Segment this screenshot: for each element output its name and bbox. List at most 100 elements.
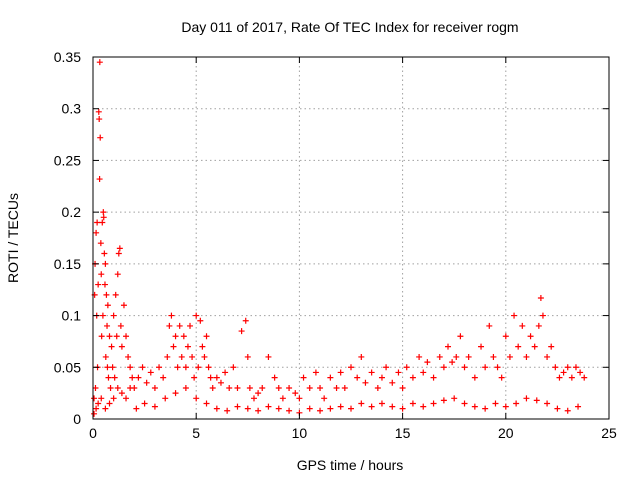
- data-point: [230, 364, 237, 371]
- data-point: [193, 312, 200, 319]
- data-point: [300, 374, 307, 381]
- data-point: [502, 403, 509, 410]
- data-point: [101, 250, 108, 257]
- data-point: [513, 400, 520, 407]
- data-point: [451, 395, 458, 402]
- data-point: [348, 405, 354, 412]
- data-point: [572, 364, 579, 371]
- data-point: [368, 369, 375, 376]
- data-point: [519, 322, 526, 329]
- data-point: [109, 364, 116, 371]
- data-point: [98, 395, 105, 402]
- data-point: [581, 374, 588, 381]
- data-point: [93, 405, 100, 412]
- data-point: [96, 176, 103, 183]
- data-point: [226, 384, 233, 391]
- data-point: [564, 407, 571, 414]
- y-tick-label: 0.35: [54, 49, 81, 65]
- chart-title: Day 011 of 2017, Rate Of TEC Index for r…: [181, 19, 518, 35]
- data-point: [317, 407, 324, 414]
- data-point: [430, 374, 437, 381]
- data-point: [110, 395, 117, 402]
- data-point: [523, 353, 530, 360]
- data-point: [354, 374, 361, 381]
- data-point: [399, 405, 406, 412]
- data-point: [118, 390, 125, 397]
- data-point: [178, 353, 185, 360]
- y-tick-label: 0: [73, 411, 81, 427]
- data-point: [143, 379, 150, 386]
- data-point: [199, 343, 206, 350]
- axis-ticks: 0 5 10 15 20 25 0 0.05 0.1 0.15 0.2 0.25 0.3 0.35: [54, 49, 617, 441]
- data-point: [564, 364, 571, 371]
- data-point: [374, 384, 381, 391]
- data-point: [242, 317, 249, 324]
- data-point: [327, 374, 334, 381]
- data-point: [99, 312, 106, 319]
- data-point: [101, 281, 108, 288]
- data-point: [217, 379, 224, 386]
- x-tick-label: 0: [89, 425, 97, 441]
- data-point: [527, 333, 534, 340]
- data-point: [91, 410, 98, 417]
- x-tick-label: 10: [292, 425, 308, 441]
- data-point: [182, 364, 189, 371]
- data-point: [440, 364, 447, 371]
- data-point: [409, 374, 416, 381]
- data-point: [420, 403, 427, 410]
- data-point: [306, 405, 313, 412]
- data-point: [123, 395, 130, 402]
- data-point: [114, 384, 121, 391]
- data-point: [533, 397, 540, 404]
- data-point: [133, 405, 140, 412]
- data-point: [238, 328, 245, 335]
- data-point: [106, 400, 113, 407]
- data-point: [544, 400, 551, 407]
- data-point: [259, 384, 266, 391]
- data-point: [189, 353, 196, 360]
- data-point: [209, 384, 216, 391]
- data-point: [457, 333, 464, 340]
- data-point: [100, 214, 107, 221]
- data-point: [193, 395, 200, 402]
- y-tick-label: 0.1: [62, 308, 82, 324]
- data-point: [96, 116, 103, 123]
- data-point: [97, 134, 104, 141]
- data-point: [224, 407, 231, 414]
- data-point: [95, 108, 102, 115]
- data-point: [461, 400, 468, 407]
- data-point: [383, 364, 390, 371]
- data-point: [106, 333, 113, 340]
- data-point: [120, 302, 127, 309]
- data-point: [115, 250, 122, 257]
- data-point: [151, 384, 158, 391]
- data-points: [91, 59, 588, 417]
- data-point: [102, 260, 109, 267]
- data-point: [147, 369, 154, 376]
- data-point: [321, 395, 328, 402]
- data-point: [544, 353, 551, 360]
- data-point: [127, 364, 134, 371]
- data-point: [317, 384, 324, 391]
- data-point: [471, 374, 478, 381]
- data-point: [191, 374, 198, 381]
- data-point: [358, 353, 365, 360]
- data-point: [113, 333, 120, 340]
- y-tick-label: 0.3: [62, 101, 82, 117]
- data-point: [111, 374, 118, 381]
- data-point: [172, 333, 179, 340]
- data-point: [511, 312, 518, 319]
- data-point: [409, 400, 416, 407]
- data-point: [96, 59, 103, 66]
- data-point: [129, 374, 136, 381]
- data-point: [114, 271, 121, 278]
- data-point: [135, 374, 142, 381]
- data-point: [164, 353, 171, 360]
- data-point: [104, 322, 111, 329]
- data-point: [465, 353, 472, 360]
- data-point: [117, 322, 124, 329]
- data-point: [213, 374, 220, 381]
- data-point: [139, 364, 146, 371]
- data-point: [99, 219, 106, 226]
- data-point: [461, 364, 468, 371]
